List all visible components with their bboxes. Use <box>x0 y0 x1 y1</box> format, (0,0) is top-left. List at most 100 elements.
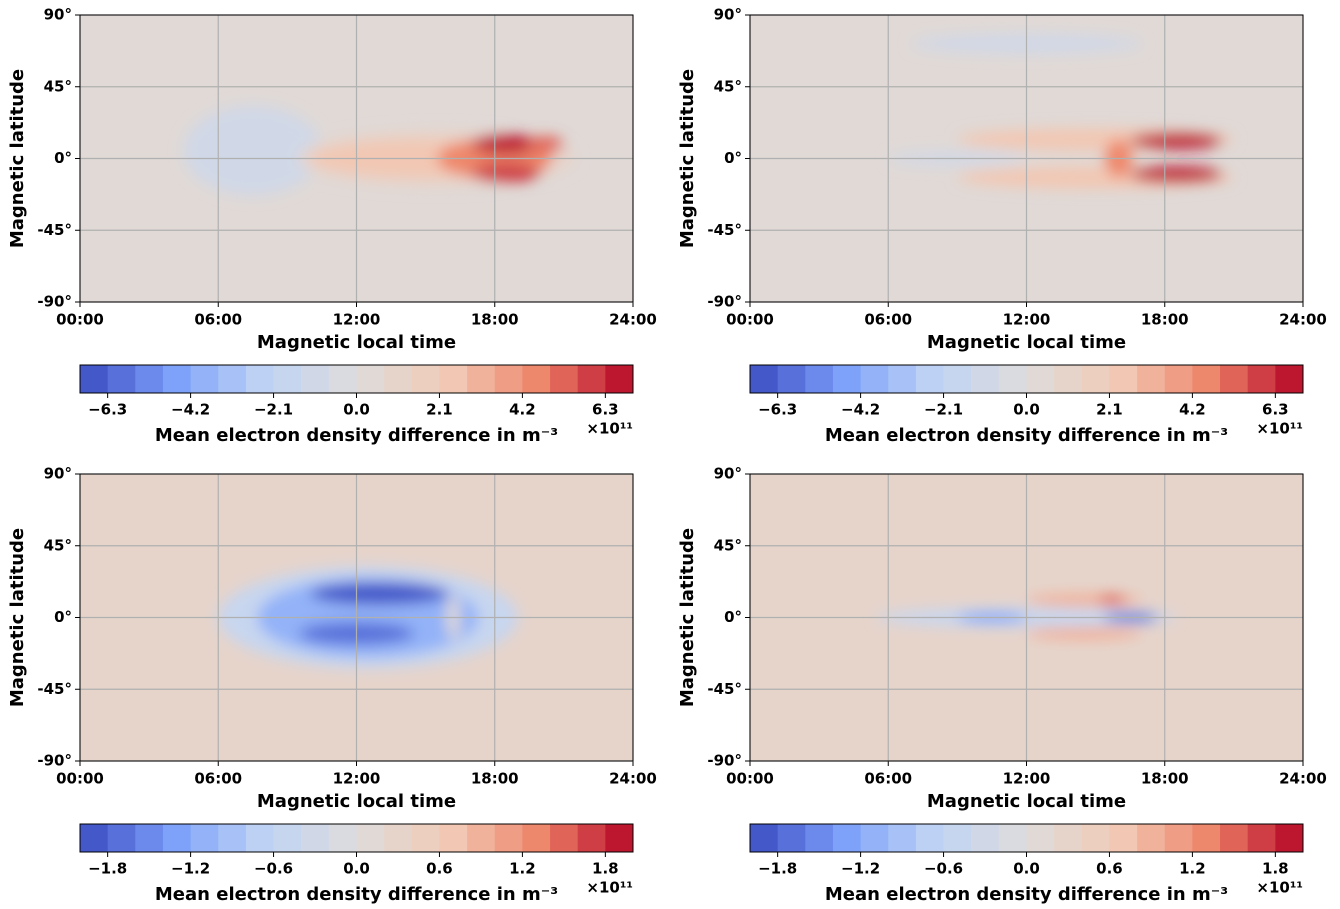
colorbar-level <box>467 365 496 393</box>
colorbar-tick-label: −1.8 <box>758 860 797 878</box>
colorbar-level <box>577 365 606 393</box>
colorbar-tick-label: −1.8 <box>88 860 127 878</box>
contour-region <box>1097 595 1126 605</box>
panel: 00:00 06:00 12:00 18:00 24:00 -90° -45° 0° 45° 90… <box>7 6 657 447</box>
contour-region <box>527 136 564 153</box>
x-tick-label: 00:00 <box>726 770 774 788</box>
colorbar-label: Mean electron density difference in m⁻³ <box>155 425 558 446</box>
colorbar-level <box>860 824 889 852</box>
colorbar-tick-label: 1.2 <box>509 860 536 878</box>
colorbar-level <box>494 824 523 852</box>
colorbar-tick-label: −0.6 <box>924 860 963 878</box>
colorbar-tick-label: 1.8 <box>1262 860 1289 878</box>
colorbar-level <box>1081 365 1110 393</box>
colorbar-level <box>245 365 275 393</box>
colorbar-level <box>439 824 468 852</box>
colorbar-tick-label: −2.1 <box>924 401 963 419</box>
colorbar-level <box>750 365 779 393</box>
contour-region <box>1130 132 1223 149</box>
colorbar-level <box>135 365 164 393</box>
colorbar-level <box>80 824 109 852</box>
y-tick-label: 90° <box>44 6 72 24</box>
x-tick-label: 18:00 <box>471 311 519 329</box>
contour-region <box>310 582 449 605</box>
colorbar-level <box>356 824 385 852</box>
y-tick-label: -45° <box>37 680 72 698</box>
y-axis-label: Magnetic latitude <box>7 528 28 707</box>
y-tick-label: -45° <box>707 221 742 239</box>
colorbar-level <box>1192 365 1221 393</box>
y-tick-label: 0° <box>724 149 742 167</box>
colorbar-level <box>384 365 413 393</box>
colorbar-level <box>522 365 551 393</box>
colorbar-level <box>1109 365 1138 393</box>
colorbar-level <box>832 365 862 393</box>
colorbar-level <box>411 824 440 852</box>
colorbar-tick-label: 0.0 <box>343 401 370 419</box>
x-tick-label: 24:00 <box>609 311 657 329</box>
y-tick-label: 45° <box>714 77 742 95</box>
colorbar-level <box>273 365 302 393</box>
colorbar-tick-label: −6.3 <box>88 401 127 419</box>
y-tick-label: 45° <box>44 77 72 95</box>
colorbar-tick-label: 1.2 <box>1179 860 1206 878</box>
colorbar-level <box>777 824 806 852</box>
colorbar-multiplier: ×10¹¹ <box>586 879 633 897</box>
panel: 00:00 06:00 12:00 18:00 24:00 -90° -45° 0° 45° 90… <box>7 465 657 906</box>
panel: 00:00 06:00 12:00 18:00 24:00 -90° -45° 0° 45° 90… <box>677 6 1327 447</box>
colorbar-level <box>384 824 413 852</box>
y-tick-label: 0° <box>54 608 72 626</box>
y-tick-label: -90° <box>707 293 742 311</box>
colorbar-tick-label: −2.1 <box>254 401 293 419</box>
colorbar-level <box>301 824 330 852</box>
x-tick-label: 12:00 <box>1003 311 1051 329</box>
colorbar-tick-label: 0.6 <box>426 860 453 878</box>
colorbar-level <box>218 824 247 852</box>
colorbar-level <box>915 365 945 393</box>
contour-region <box>471 134 541 154</box>
colorbar-level <box>1164 824 1193 852</box>
x-tick-label: 18:00 <box>1141 311 1189 329</box>
colorbar-level <box>1220 824 1249 852</box>
plot-frame <box>749 14 1304 303</box>
colorbar-multiplier: ×10¹¹ <box>1256 420 1303 438</box>
colorbar-level <box>356 365 385 393</box>
x-tick-label: 24:00 <box>1279 770 1327 788</box>
colorbar-level <box>162 365 192 393</box>
colorbar-tick-label: 1.8 <box>592 860 619 878</box>
colorbar-tick-label: −6.3 <box>758 401 797 419</box>
colorbar-level <box>605 824 634 852</box>
x-axis-label: Magnetic local time <box>927 791 1126 812</box>
colorbar-tick-label: 2.1 <box>1096 401 1123 419</box>
x-tick-label: 24:00 <box>1279 311 1327 329</box>
colorbar-tick-label: 4.2 <box>509 401 536 419</box>
colorbar-multiplier: ×10¹¹ <box>586 420 633 438</box>
colorbar-level <box>971 824 1000 852</box>
colorbar-tick-label: −1.2 <box>841 860 880 878</box>
colorbar-level <box>888 365 917 393</box>
x-tick-label: 12:00 <box>333 311 381 329</box>
x-axis-label: Magnetic local time <box>257 791 456 812</box>
colorbar-level <box>494 365 523 393</box>
colorbar-label: Mean electron density difference in m⁻³ <box>825 884 1228 905</box>
y-tick-label: 45° <box>714 536 742 554</box>
x-tick-label: 12:00 <box>1003 770 1051 788</box>
y-tick-label: -45° <box>707 680 742 698</box>
colorbar-level <box>550 365 579 393</box>
colorbar-level <box>777 365 806 393</box>
colorbar-tick-label: 6.3 <box>592 401 619 419</box>
colorbar-level <box>245 824 275 852</box>
y-tick-label: 90° <box>714 6 742 24</box>
colorbar-tick-label: −4.2 <box>171 401 210 419</box>
colorbar-level <box>467 824 496 852</box>
colorbar-level <box>832 824 862 852</box>
plot-frame <box>749 473 1304 762</box>
colorbar-level <box>439 365 468 393</box>
colorbar-level <box>1220 365 1249 393</box>
colorbar-level <box>805 365 834 393</box>
x-tick-label: 06:00 <box>194 770 242 788</box>
colorbar-level <box>522 824 551 852</box>
y-tick-label: 90° <box>714 465 742 483</box>
colorbar-level <box>1164 365 1193 393</box>
colorbar-level <box>107 824 136 852</box>
